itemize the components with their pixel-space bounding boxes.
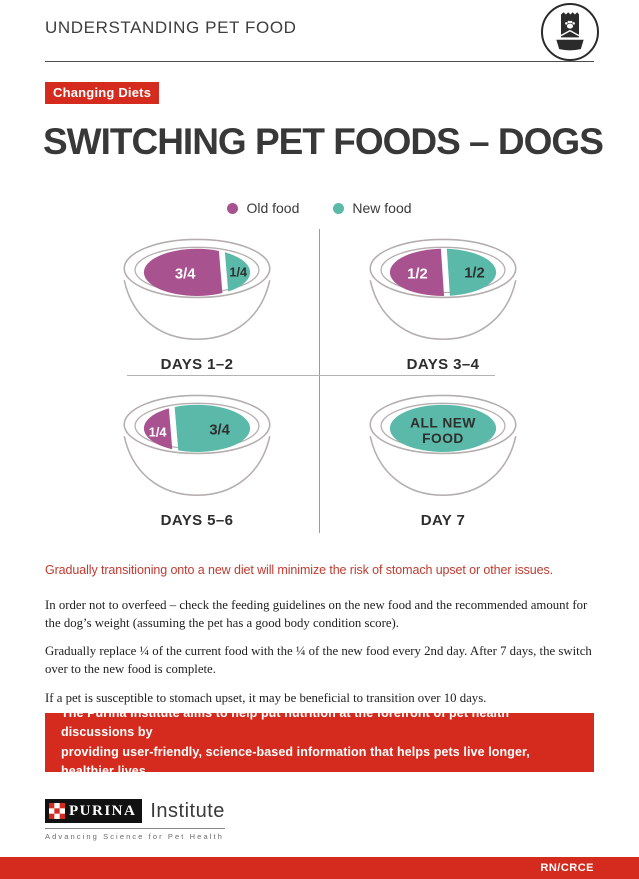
all-new-food-label-line2: FOOD: [422, 431, 464, 446]
bowl-day-label: DAYS 3–4: [406, 356, 480, 373]
callout-line-1: The Purina Institute aims to help put nu…: [61, 705, 510, 740]
old-fraction-label: 3/4: [175, 266, 196, 282]
old-fraction-label: 1/4: [149, 424, 168, 439]
purina-institute-logo: PURINA Institute Advancing Science for P…: [45, 799, 225, 841]
header-divider: [45, 61, 594, 62]
bowl-days-3-4: 1/2 1/2 DAYS 3–4: [363, 236, 523, 373]
institute-text: Institute: [150, 799, 225, 822]
purina-checkerboard-icon: [49, 803, 65, 819]
purina-wordmark: PURINA: [45, 799, 143, 823]
legend-item-new-food: New food: [333, 200, 412, 216]
footer-code: RN/CRCE: [540, 862, 594, 874]
horizontal-divider: [127, 375, 495, 376]
bowl-days-1-2: 3/4 1/4 DAYS 1–2: [117, 236, 277, 373]
bowl-diagram: 3/4 1/4: [123, 238, 271, 341]
old-fraction-label: 1/2: [407, 266, 428, 282]
legend-label: New food: [352, 200, 412, 216]
paragraph-sensitive: If a pet is susceptible to stomach upset…: [45, 690, 487, 705]
body-text-block: Gradually transitioning onto a new diet …: [45, 563, 594, 717]
highlight-sentence: Gradually transitioning onto a new diet …: [45, 563, 553, 577]
bowl-diagram: 1/4 3/4: [123, 394, 271, 497]
bowl-day-label: DAY 7: [420, 512, 466, 529]
section-badge: Changing Diets: [45, 82, 160, 104]
page-title: SWITCHING PET FOODS – DOGS: [43, 121, 604, 162]
pet-food-bag-bowl-icon: [541, 3, 599, 61]
new-fraction-label: 1/2: [464, 265, 485, 281]
vertical-divider: [319, 229, 320, 533]
legend: Old food New food: [45, 200, 594, 216]
new-fraction-label: 1/4: [229, 264, 248, 279]
bowl-days-5-6: 1/4 3/4 DAYS 5–6: [117, 392, 277, 529]
old-food-dot-icon: [227, 202, 239, 214]
callout-line-2: providing user-friendly, science-based i…: [61, 744, 530, 778]
logo-tagline: Advancing Science for Pet Health: [45, 828, 225, 841]
bowl-day-label: DAYS 1–2: [160, 356, 234, 373]
page-header-title: UNDERSTANDING PET FOOD: [45, 18, 297, 37]
bowl-day-label: DAYS 5–6: [160, 512, 234, 529]
legend-label: Old food: [246, 200, 300, 216]
paragraph-overfeed: In order not to overfeed – check the fee…: [45, 598, 588, 631]
legend-item-old-food: Old food: [227, 200, 299, 216]
all-new-food-label-line1: ALL NEW: [410, 415, 476, 430]
bowl-diagram: ALL NEW FOOD: [369, 394, 517, 497]
purina-brand-text: PURINA: [69, 802, 137, 819]
new-fraction-label: 3/4: [209, 422, 230, 438]
paragraph-replace: Gradually replace ¼ of the current food …: [45, 644, 592, 677]
new-food-dot-icon: [333, 202, 345, 214]
bowl-day-7: ALL NEW FOOD DAY 7: [363, 392, 523, 529]
footer-bar: RN/CRCE: [0, 857, 639, 879]
bowl-diagram: 1/2 1/2: [369, 238, 517, 341]
purina-institute-callout: The Purina Institute aims to help put nu…: [45, 706, 594, 778]
